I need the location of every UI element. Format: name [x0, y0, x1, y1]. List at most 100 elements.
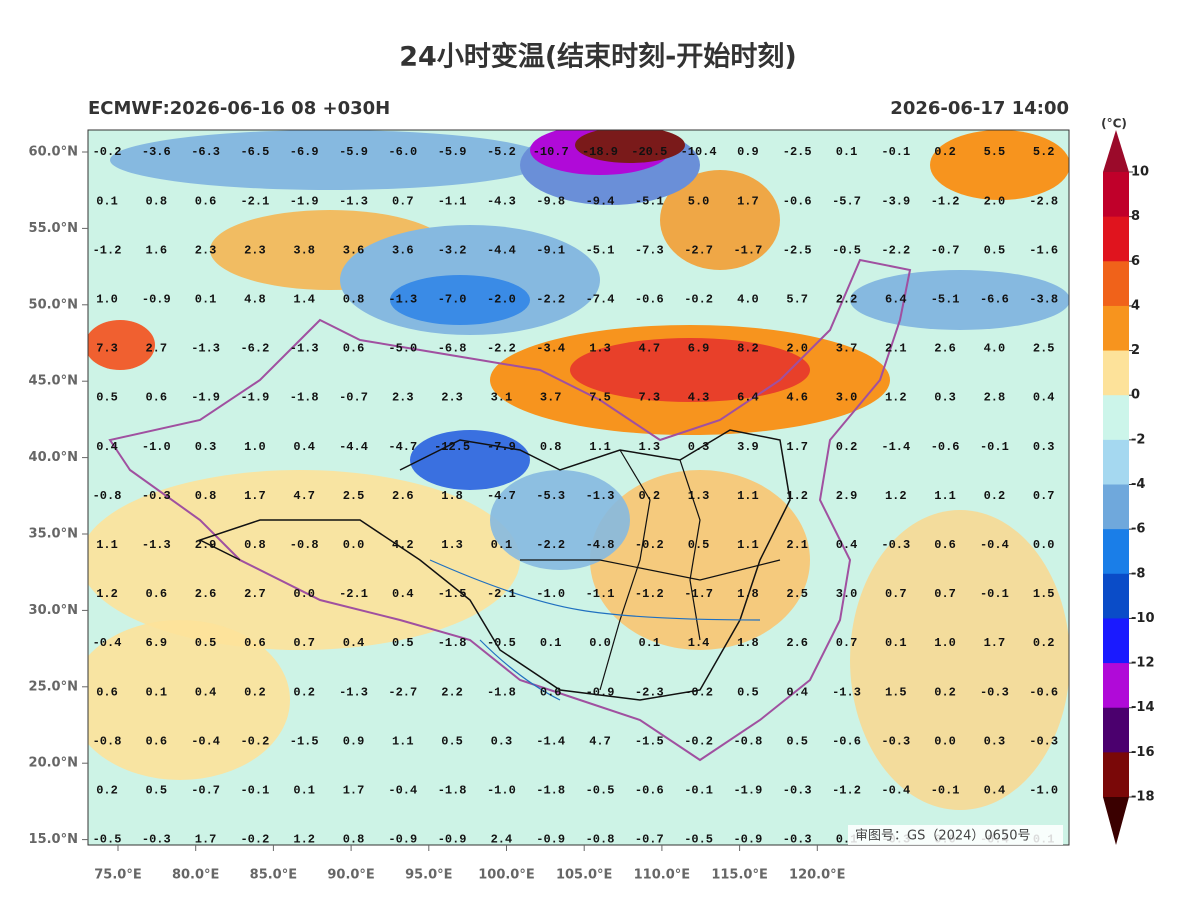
- grid-value: -0.3: [881, 734, 910, 748]
- grid-value: -5.7: [832, 194, 861, 208]
- grid-value: -1.5: [290, 734, 319, 748]
- grid-value: -0.1: [980, 587, 1009, 601]
- grid-value: 3.6: [343, 243, 365, 257]
- grid-value: 2.6: [195, 587, 217, 601]
- grid-value: -0.7: [191, 783, 220, 797]
- grid-value: -1.2: [832, 783, 861, 797]
- grid-value: 1.1: [589, 440, 611, 454]
- grid-value: 4.3: [688, 391, 710, 405]
- grid-value: 1.7: [195, 833, 217, 847]
- lat-label: 50.0°N: [29, 297, 78, 312]
- grid-value: 2.9: [836, 489, 858, 503]
- lat-label: 55.0°N: [29, 221, 78, 236]
- grid-value: 1.0: [244, 440, 266, 454]
- grid-value: 6.9: [688, 342, 710, 356]
- grid-value: -0.3: [881, 538, 910, 552]
- grid-value: -4.8: [586, 538, 615, 552]
- grid-value: 0.7: [885, 587, 907, 601]
- grid-value: -0.1: [881, 145, 910, 159]
- grid-value: -7.3: [635, 243, 664, 257]
- grid-value: -5.0: [388, 342, 417, 356]
- grid-value: -0.4: [93, 636, 122, 650]
- grid-value: -0.2: [240, 833, 269, 847]
- grid-value: -12.5: [434, 440, 470, 454]
- grid-value: -1.3: [586, 489, 615, 503]
- colorbar-band: [1103, 573, 1129, 619]
- grid-value: 0.4: [343, 636, 365, 650]
- grid-value: 0.5: [984, 243, 1006, 257]
- colorbar-label: -6: [1131, 522, 1145, 537]
- grid-value: 4.2: [392, 538, 414, 552]
- grid-value: 4.7: [293, 489, 315, 503]
- grid-value: 0.6: [145, 391, 167, 405]
- grid-value: -1.1: [586, 587, 615, 601]
- grid-value: 0.5: [737, 685, 759, 699]
- grid-value: 0.0: [934, 734, 956, 748]
- grid-value: 0.2: [934, 685, 956, 699]
- grid-value: 2.2: [441, 685, 463, 699]
- grid-value: -1.2: [93, 243, 122, 257]
- grid-value: -7.4: [586, 292, 615, 306]
- grid-value: 0.1: [145, 685, 167, 699]
- map-frame: [87, 129, 1070, 846]
- colorbar-label: 10: [1131, 165, 1149, 180]
- grid-value: 1.1: [934, 489, 956, 503]
- grid-value: -4.4: [487, 243, 516, 257]
- lon-label: 75.0°E: [94, 868, 141, 883]
- grid-value: -0.7: [635, 833, 664, 847]
- grid-value: 3.0: [836, 391, 858, 405]
- grid-value: 0.3: [195, 440, 217, 454]
- grid-value: -0.6: [635, 292, 664, 306]
- colorbar-label: 0: [1131, 388, 1140, 403]
- grid-value: -0.2: [684, 292, 713, 306]
- grid-value: -6.9: [290, 145, 319, 159]
- grid-value: 2.1: [885, 342, 907, 356]
- lon-label: 85.0°E: [250, 868, 297, 883]
- grid-value: -1.3: [290, 342, 319, 356]
- grid-value: 0.4: [1033, 391, 1055, 405]
- grid-value: 0.6: [540, 685, 562, 699]
- grid-value: 4.0: [737, 292, 759, 306]
- grid-value: -0.3: [783, 783, 812, 797]
- lat-label: 30.0°N: [29, 603, 78, 618]
- grid-value: -0.7: [931, 243, 960, 257]
- grid-value: -0.5: [586, 783, 615, 797]
- grid-value: 3.7: [836, 342, 858, 356]
- grid-value: 0.7: [934, 587, 956, 601]
- grid-value: 1.2: [885, 489, 907, 503]
- grid-value: -0.5: [832, 243, 861, 257]
- grid-value: 3.9: [737, 440, 759, 454]
- colorbar-band: [1103, 618, 1129, 664]
- grid-value: 0.6: [195, 194, 217, 208]
- grid-value: -0.6: [931, 440, 960, 454]
- grid-value: 2.3: [244, 243, 266, 257]
- grid-value: 3.0: [836, 587, 858, 601]
- grid-value: -0.9: [142, 292, 171, 306]
- lon-label: 120.0°E: [789, 868, 846, 883]
- grid-value: 0.0: [343, 538, 365, 552]
- lon-label: 105.0°E: [556, 868, 613, 883]
- grid-value: 2.5: [786, 587, 808, 601]
- grid-value: 0.1: [836, 145, 858, 159]
- colorbar-unit: (°C): [1101, 117, 1127, 131]
- grid-value: -1.3: [142, 538, 171, 552]
- grid-value: -5.1: [586, 243, 615, 257]
- axes: 60.0°N 55.0°N 50.0°N 45.0°N 40.0°N 35.0°N 30.0…: [29, 145, 846, 883]
- grid-value: 6.4: [737, 391, 759, 405]
- grid-value: 3.1: [491, 391, 513, 405]
- grid-value: -0.8: [93, 489, 122, 503]
- grid-value: -2.1: [240, 194, 269, 208]
- grid-value: -2.2: [536, 292, 565, 306]
- grid-value: -5.9: [438, 145, 467, 159]
- grid-value: -0.4: [388, 783, 417, 797]
- grid-value: 0.4: [984, 783, 1006, 797]
- grid-value: 0.2: [934, 145, 956, 159]
- grid-value: -2.7: [388, 685, 417, 699]
- grid-value: 1.3: [688, 489, 710, 503]
- grid-value: 1.8: [737, 587, 759, 601]
- grid-value: 0.3: [934, 391, 956, 405]
- grid-value: 5.2: [1033, 145, 1055, 159]
- grid-value: -3.8: [1029, 292, 1058, 306]
- grid-value: 4.0: [984, 342, 1006, 356]
- grid-value: -2.2: [487, 342, 516, 356]
